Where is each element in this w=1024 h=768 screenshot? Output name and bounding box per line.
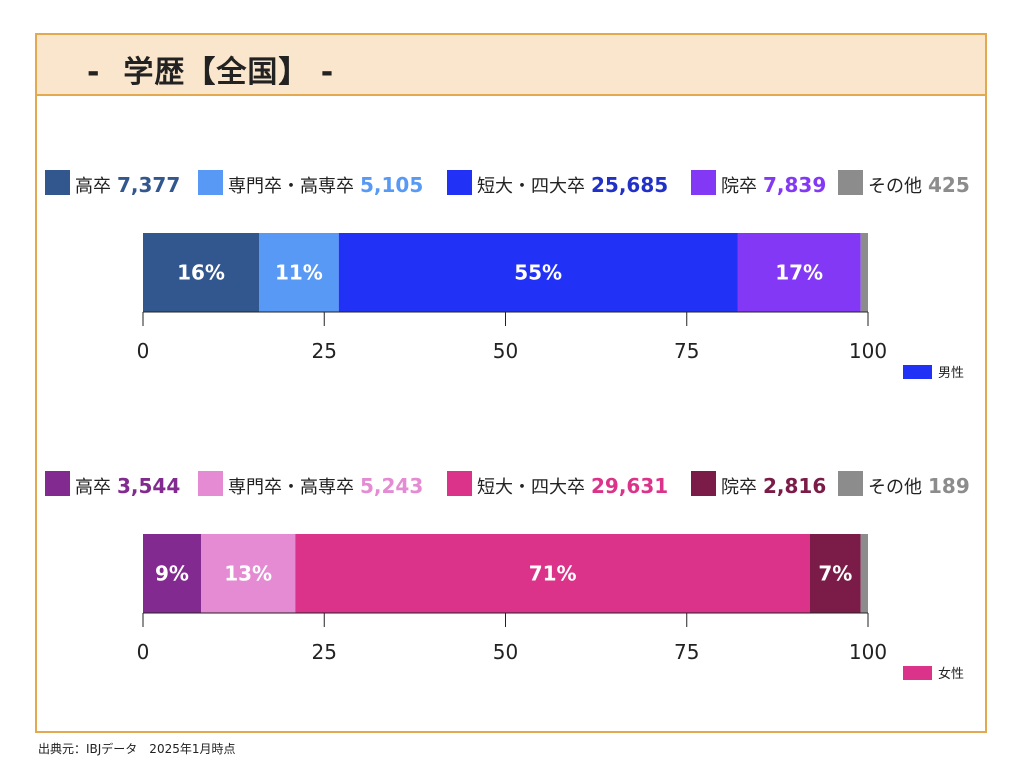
source-note: 出典元：IBJデータ 2025年1月時点: [38, 742, 236, 756]
legend-label: 高卒 3,544: [75, 474, 181, 498]
legend-count: 25,685: [591, 173, 669, 197]
legend-swatch: [198, 471, 223, 496]
male-stacked-bar-chart: 16% 11% 55% 17% 0 25 50 75 100 男性: [137, 233, 964, 381]
gender-legend-label: 男性: [938, 366, 964, 381]
legend-label: 専門卒・高専卒 5,243: [228, 474, 424, 498]
legend-swatch: [45, 170, 70, 195]
legend-swatch: [691, 471, 716, 496]
legend-label: 短大・四大卒 25,685: [477, 173, 669, 197]
legend-count: 5,105: [360, 173, 424, 197]
x-tick-label: 75: [674, 640, 699, 664]
gender-legend-swatch: [903, 666, 932, 680]
legend-label: 専門卒・高専卒 5,105: [228, 173, 424, 197]
legend-swatch: [838, 471, 863, 496]
bar-data-label: 71%: [529, 562, 577, 586]
legend-label: 院卒 7,839: [721, 173, 827, 197]
legend-swatch: [447, 471, 472, 496]
legend-count: 2,816: [763, 474, 827, 498]
legend-label: 短大・四大卒 29,631: [477, 474, 669, 498]
legend-count: 3,544: [117, 474, 181, 498]
legend-swatch: [198, 170, 223, 195]
bar-data-label: 17%: [775, 261, 823, 285]
x-tick-label: 0: [137, 640, 150, 664]
legend-label: その他 189: [868, 474, 970, 498]
legend-count: 7,839: [763, 173, 827, 197]
legend-female: 高卒 3,544 専門卒・高専卒 5,243 短大・四大卒 29,631 院卒 2,81…: [45, 471, 980, 499]
bar-segment: [810, 534, 861, 613]
legend-swatch: [447, 170, 472, 195]
legend-label: その他 425: [868, 173, 970, 197]
x-tick-label: 100: [849, 339, 887, 363]
bar-data-label: 16%: [177, 261, 225, 285]
x-tick-label: 25: [312, 339, 337, 363]
page-title: - 学歴【全国】 -: [87, 55, 335, 90]
gender-legend-swatch: [903, 365, 932, 379]
legend-count: 189: [928, 474, 970, 498]
bar-data-label: 9%: [155, 562, 189, 586]
header-bar: - 学歴【全国】 -: [37, 35, 985, 96]
bar-segment: [338, 233, 738, 312]
bar-segment: [737, 233, 861, 312]
bar-segment: [259, 233, 339, 312]
x-tick-label: 50: [493, 640, 518, 664]
bar-data-label: 13%: [224, 562, 272, 586]
x-tick-label: 75: [674, 339, 699, 363]
legend-count: 5,243: [360, 474, 424, 498]
legend-swatch: [691, 170, 716, 195]
bar-segment: [143, 534, 201, 613]
bar-segment: [860, 233, 868, 312]
legend-count: 425: [928, 173, 970, 197]
chart-frame: - 学歴【全国】 -: [35, 33, 987, 733]
legend-count: 29,631: [591, 474, 669, 498]
bar-data-label: 11%: [275, 261, 323, 285]
bar-segment: [201, 534, 296, 613]
gender-legend-label: 女性: [938, 666, 964, 682]
legend-label: 高卒 7,377: [75, 173, 181, 197]
legend-male: 高卒 7,377 専門卒・高専卒 5,105 短大・四大卒 25,685 院卒 7,83…: [45, 170, 980, 198]
bar-data-label: 55%: [514, 261, 562, 285]
legend-swatch: [45, 471, 70, 496]
legend-count: 7,377: [117, 173, 181, 197]
bar-segment: [143, 233, 259, 312]
bar-segment: [860, 534, 868, 613]
legend-label: 院卒 2,816: [721, 474, 827, 498]
female-stacked-bar-chart: 9% 13% 71% 7% 0 25 50 75 100 女性: [137, 534, 964, 682]
legend-swatch: [838, 170, 863, 195]
x-tick-label: 100: [849, 640, 887, 664]
bar-segment: [295, 534, 810, 613]
x-tick-label: 50: [493, 339, 518, 363]
bar-data-label: 7%: [818, 562, 852, 586]
x-tick-label: 0: [137, 339, 150, 363]
x-tick-label: 25: [312, 640, 337, 664]
